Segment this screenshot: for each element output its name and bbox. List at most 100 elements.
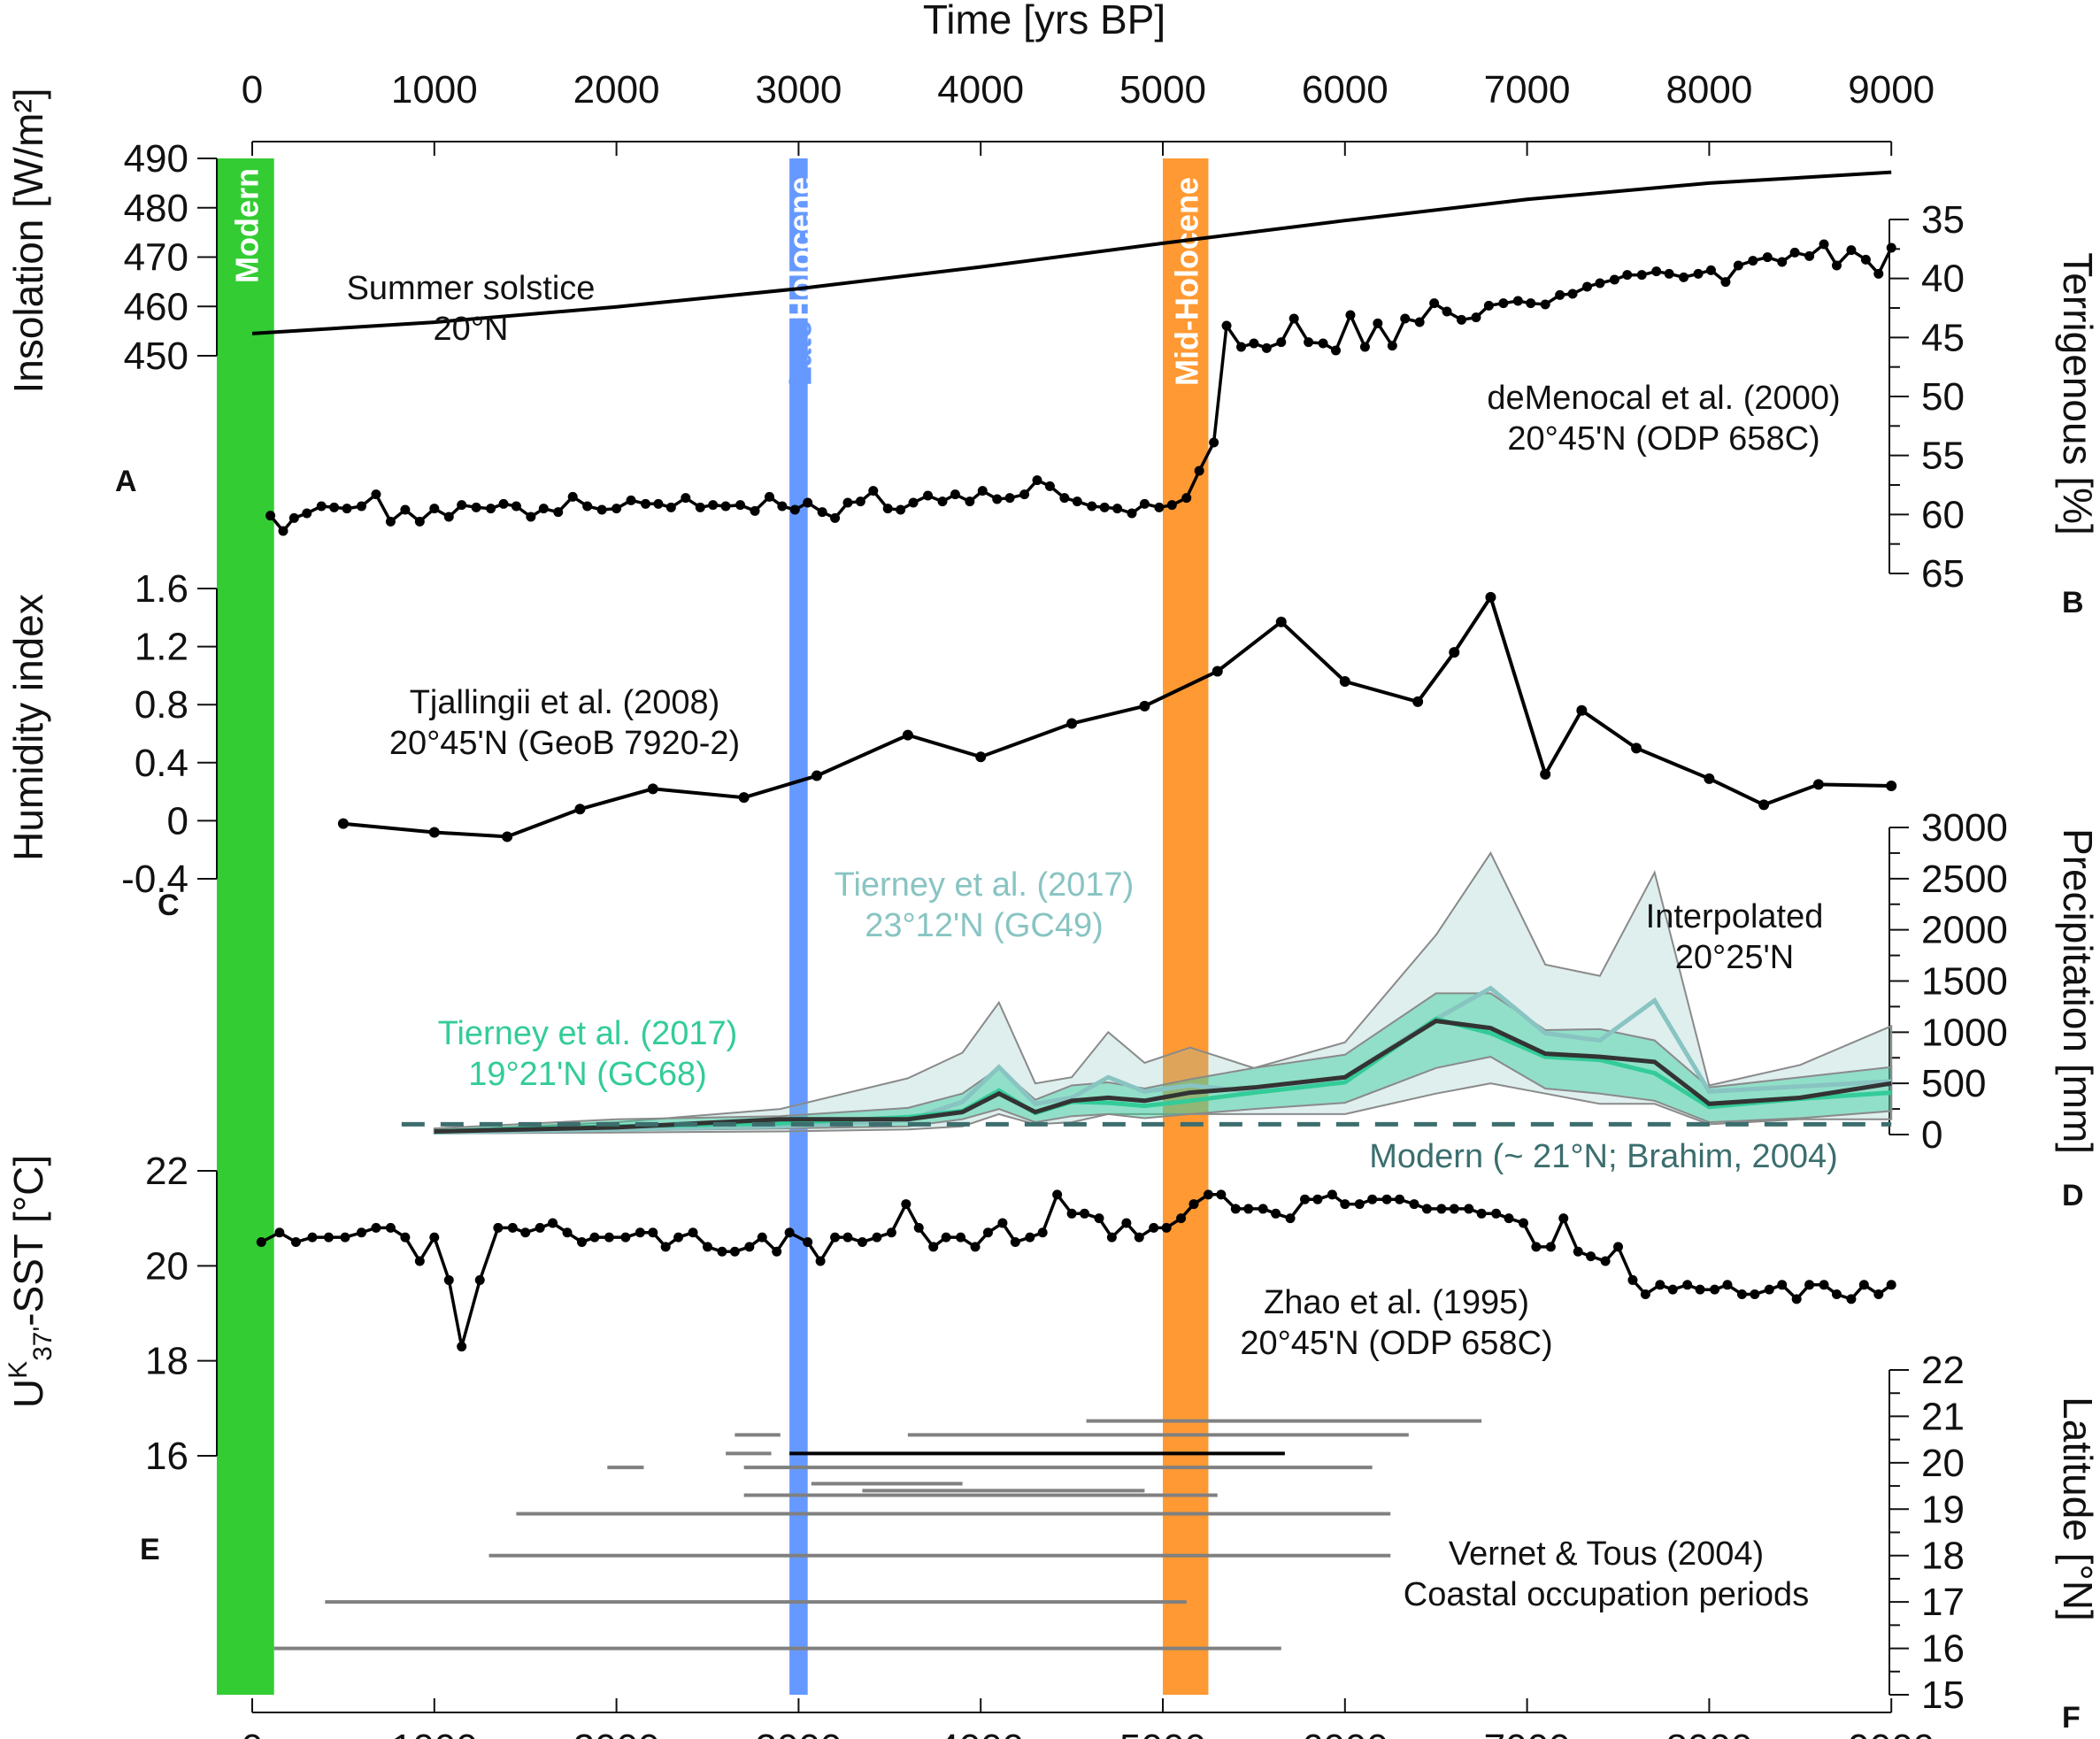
terrigenous-point: [1873, 268, 1884, 279]
terrigenous-point: [1166, 500, 1177, 511]
y-tick-label: 15: [1921, 1674, 1965, 1717]
y-tick-label: 0: [167, 799, 188, 843]
x-tick-label: 3000: [755, 68, 842, 112]
x-tick-label: 4000: [937, 1727, 1024, 1739]
humidity-point: [1812, 779, 1824, 790]
terrigenous-point: [1087, 501, 1097, 512]
x-tick-label: 0: [242, 1727, 263, 1739]
panel-label-b: B: [2062, 586, 2084, 619]
terrigenous-point: [1373, 318, 1383, 328]
terrigenous-point: [288, 512, 299, 523]
annotation-b-line1: deMenocal et al. (2000): [1487, 380, 1840, 417]
plots-layer: [251, 170, 1897, 1651]
terrigenous-point: [868, 486, 879, 496]
terrigenous-point: [1720, 277, 1731, 288]
sst-point: [1052, 1189, 1063, 1200]
annotation-interp-line1: Interpolated: [1646, 898, 1824, 935]
band-label-late-part1: Late: [781, 320, 818, 386]
terrigenous-point: [1288, 313, 1299, 324]
sst-point: [1804, 1280, 1815, 1290]
terrigenous-point: [1457, 314, 1467, 325]
terrigenous-point: [1555, 289, 1565, 300]
y-tick-label: 0.8: [135, 683, 188, 727]
terrigenous-point: [777, 501, 788, 512]
sst-point: [474, 1274, 485, 1285]
annotation-gc49-line1: Tierney et al. (2017): [835, 866, 1135, 904]
sst-point: [1149, 1222, 1159, 1233]
terrigenous-point: [385, 516, 396, 527]
panel-label-d: D: [2062, 1179, 2084, 1212]
sst-point: [1695, 1284, 1705, 1295]
terrigenous-point: [1789, 247, 1800, 258]
y-tick-label: 55: [1921, 435, 1965, 478]
sst-point: [1722, 1280, 1733, 1290]
humidity-point: [1339, 675, 1350, 687]
humidity-point: [1412, 696, 1424, 707]
sst-point: [274, 1227, 285, 1238]
sst-point: [757, 1232, 767, 1243]
x-tick-label: 7000: [1484, 1727, 1571, 1739]
band-modern: [217, 158, 274, 1695]
y-tick-label: 500: [1921, 1062, 1986, 1105]
humidity-point: [647, 783, 658, 795]
annotation-modern-precip: Modern (~ 21°N; Brahim, 2004): [1369, 1138, 1838, 1175]
sst-point: [872, 1232, 882, 1243]
sst-point: [1858, 1280, 1869, 1290]
terrigenous-point: [582, 501, 593, 512]
annotation-b-line2: 20°45'N (ODP 658C): [1507, 420, 1819, 458]
humidity-point: [1449, 647, 1460, 658]
annotation-interp-line2: 20°25'N: [1675, 939, 1794, 976]
terrigenous-point: [1276, 337, 1287, 348]
sst-point: [1558, 1213, 1569, 1224]
sst-point: [1300, 1194, 1311, 1204]
terrigenous-point: [1831, 260, 1842, 271]
terrigenous-point: [1471, 312, 1481, 323]
sst-point: [635, 1227, 645, 1238]
terrigenous-point: [1595, 278, 1605, 289]
terrigenous-point: [471, 502, 481, 512]
panel-b-ylabel: Terrigenous [%]: [2055, 252, 2100, 535]
humidity-point: [574, 804, 586, 815]
terrigenous-point: [977, 486, 988, 496]
sst-point: [1504, 1213, 1514, 1224]
terrigenous-point: [923, 490, 934, 501]
terrigenous-point: [457, 500, 467, 511]
terrigenous-point: [1400, 313, 1411, 324]
annotation-a-line2: 20°N: [434, 311, 509, 348]
sst-point: [1381, 1194, 1392, 1204]
sst-point: [784, 1227, 795, 1238]
y-tick-label: 1500: [1921, 960, 2008, 1004]
sst-point: [1340, 1199, 1350, 1210]
sst-point: [1819, 1280, 1829, 1290]
sst-point: [548, 1218, 558, 1228]
y-tick-label: 3000: [1921, 806, 2008, 850]
y-tick-label: 17: [1921, 1581, 1965, 1624]
sst-point: [1176, 1213, 1187, 1224]
terrigenous-point: [1705, 265, 1716, 275]
terrigenous-point: [498, 498, 509, 509]
sst-point: [1066, 1208, 1077, 1219]
sst-point: [982, 1227, 993, 1238]
terrigenous-point: [789, 504, 800, 515]
sst-point: [1600, 1256, 1611, 1266]
sst-point: [1395, 1194, 1405, 1204]
sst-point: [744, 1242, 755, 1252]
humidity-point: [1212, 666, 1223, 677]
y-tick-label: 490: [124, 137, 188, 181]
terrigenous-point: [1567, 289, 1578, 299]
x-tick-label: 0: [242, 68, 263, 112]
terrigenous-point: [1733, 260, 1743, 271]
humidity-point: [1886, 781, 1897, 792]
humidity-point: [1631, 743, 1642, 754]
terrigenous-point: [316, 501, 327, 512]
sst-point: [1367, 1194, 1378, 1204]
terrigenous-point: [1318, 338, 1328, 349]
sst-point: [1436, 1204, 1447, 1214]
terrigenous-point: [1221, 320, 1232, 331]
sst-point: [493, 1222, 504, 1233]
x-tick-label: 4000: [937, 68, 1024, 112]
y-tick-label: 60: [1921, 493, 1965, 536]
panel-label-c: C: [158, 889, 180, 922]
sst-point: [1573, 1246, 1583, 1257]
sst-point: [1188, 1199, 1199, 1210]
